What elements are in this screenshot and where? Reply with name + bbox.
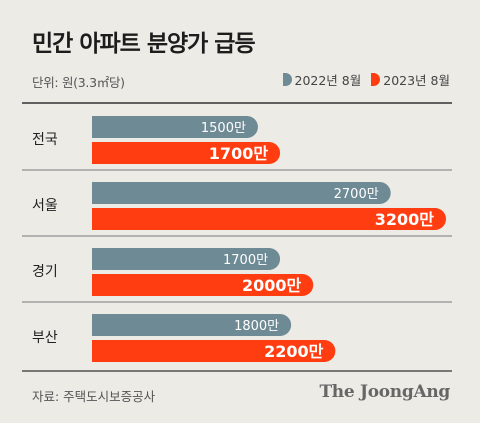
bar-2023 — [92, 142, 281, 164]
bar-2023 — [92, 208, 446, 230]
legend-label-2023: 2023년 8월 — [383, 73, 450, 88]
bar-2022 — [92, 248, 281, 270]
legend: 2022년 8월 2023년 8월 — [279, 70, 450, 89]
value-label-2022: 1700만 — [223, 253, 268, 268]
value-label-2023: 2200만 — [264, 342, 324, 361]
bar-2023 — [92, 274, 314, 296]
region-label: 경기 — [32, 264, 58, 280]
bar-2022 — [92, 314, 292, 336]
value-label-2022: 2700만 — [334, 187, 379, 202]
region-label: 전국 — [32, 132, 58, 148]
legend-swatch-2022 — [282, 73, 292, 86]
legend-item-2023: 2023년 8월 — [371, 70, 450, 89]
bar-2022 — [92, 182, 391, 204]
legend-label-2022: 2022년 8월 — [294, 73, 362, 88]
region-label: 부산 — [32, 330, 58, 346]
source-note: 자료: 주택도시보증공사 — [32, 389, 156, 404]
value-label-2023: 1700만 — [209, 144, 269, 163]
brand-logo: The JoongAng — [319, 382, 450, 402]
value-label-2023: 3200만 — [375, 210, 435, 229]
legend-item-2022: 2022년 8월 — [282, 70, 362, 89]
bar-2022 — [92, 116, 258, 138]
region-label: 서울 — [32, 198, 58, 214]
legend-swatch-2023 — [371, 73, 381, 86]
chart-title: 민간 아파트 분양가 급등 — [32, 31, 256, 57]
value-label-2022: 1500만 — [201, 121, 246, 136]
value-label-2023: 2000만 — [242, 276, 302, 295]
unit-label: 단위: 원(3.3㎡당) — [32, 75, 125, 90]
value-label-2022: 1800만 — [234, 319, 279, 334]
bar-2023 — [92, 340, 336, 362]
